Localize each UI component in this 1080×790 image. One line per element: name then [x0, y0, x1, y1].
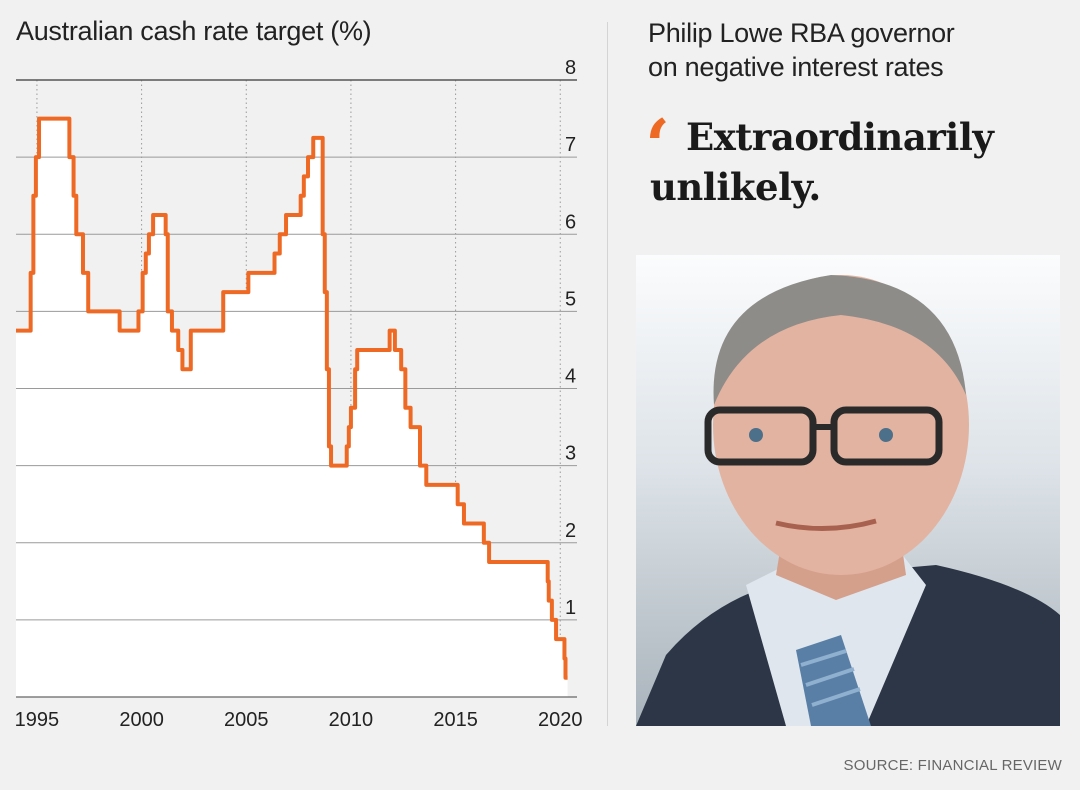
y-tick-label-1: 1: [565, 597, 576, 619]
series-line: [16, 116, 568, 680]
x-tick-label-2000: 2000: [119, 709, 164, 731]
y-tick-label-2: 2: [565, 520, 576, 542]
y-tick-label-6: 6: [565, 211, 576, 233]
y-tick-label-8: 8: [565, 57, 576, 79]
portrait-photo: [636, 255, 1060, 726]
quote-heading-line1: Philip Lowe RBA governor: [648, 18, 955, 48]
opening-quote-icon: ‘: [645, 103, 671, 188]
chart-title: Australian cash rate target (%): [16, 16, 372, 46]
x-tick-label-2015: 2015: [433, 709, 478, 731]
source-credit: SOURCE: FINANCIAL REVIEW: [843, 757, 1062, 774]
x-tick-label-2005: 2005: [224, 709, 269, 731]
y-tick-label-4: 4: [565, 366, 576, 388]
x-tick-label-1995: 1995: [15, 709, 60, 731]
y-tick-label-7: 7: [565, 134, 576, 156]
y-tick-label-5: 5: [565, 288, 576, 310]
cash-rate-chart: 1 2 3 4 5 6 7 8 1995 2000 2005 2010 2015 2020: [15, 57, 583, 731]
column-divider: [607, 22, 608, 726]
quote-heading: Philip Lowe RBA governor on negative int…: [648, 16, 1068, 84]
series-area: [16, 118, 568, 697]
quote-text: Extraordinarily unlikely.: [650, 115, 994, 209]
y-tick-label-3: 3: [565, 443, 576, 465]
quote-heading-line2: on negative interest rates: [648, 52, 944, 82]
x-tick-label-2010: 2010: [329, 709, 374, 731]
x-tick-label-2020: 2020: [538, 709, 583, 731]
